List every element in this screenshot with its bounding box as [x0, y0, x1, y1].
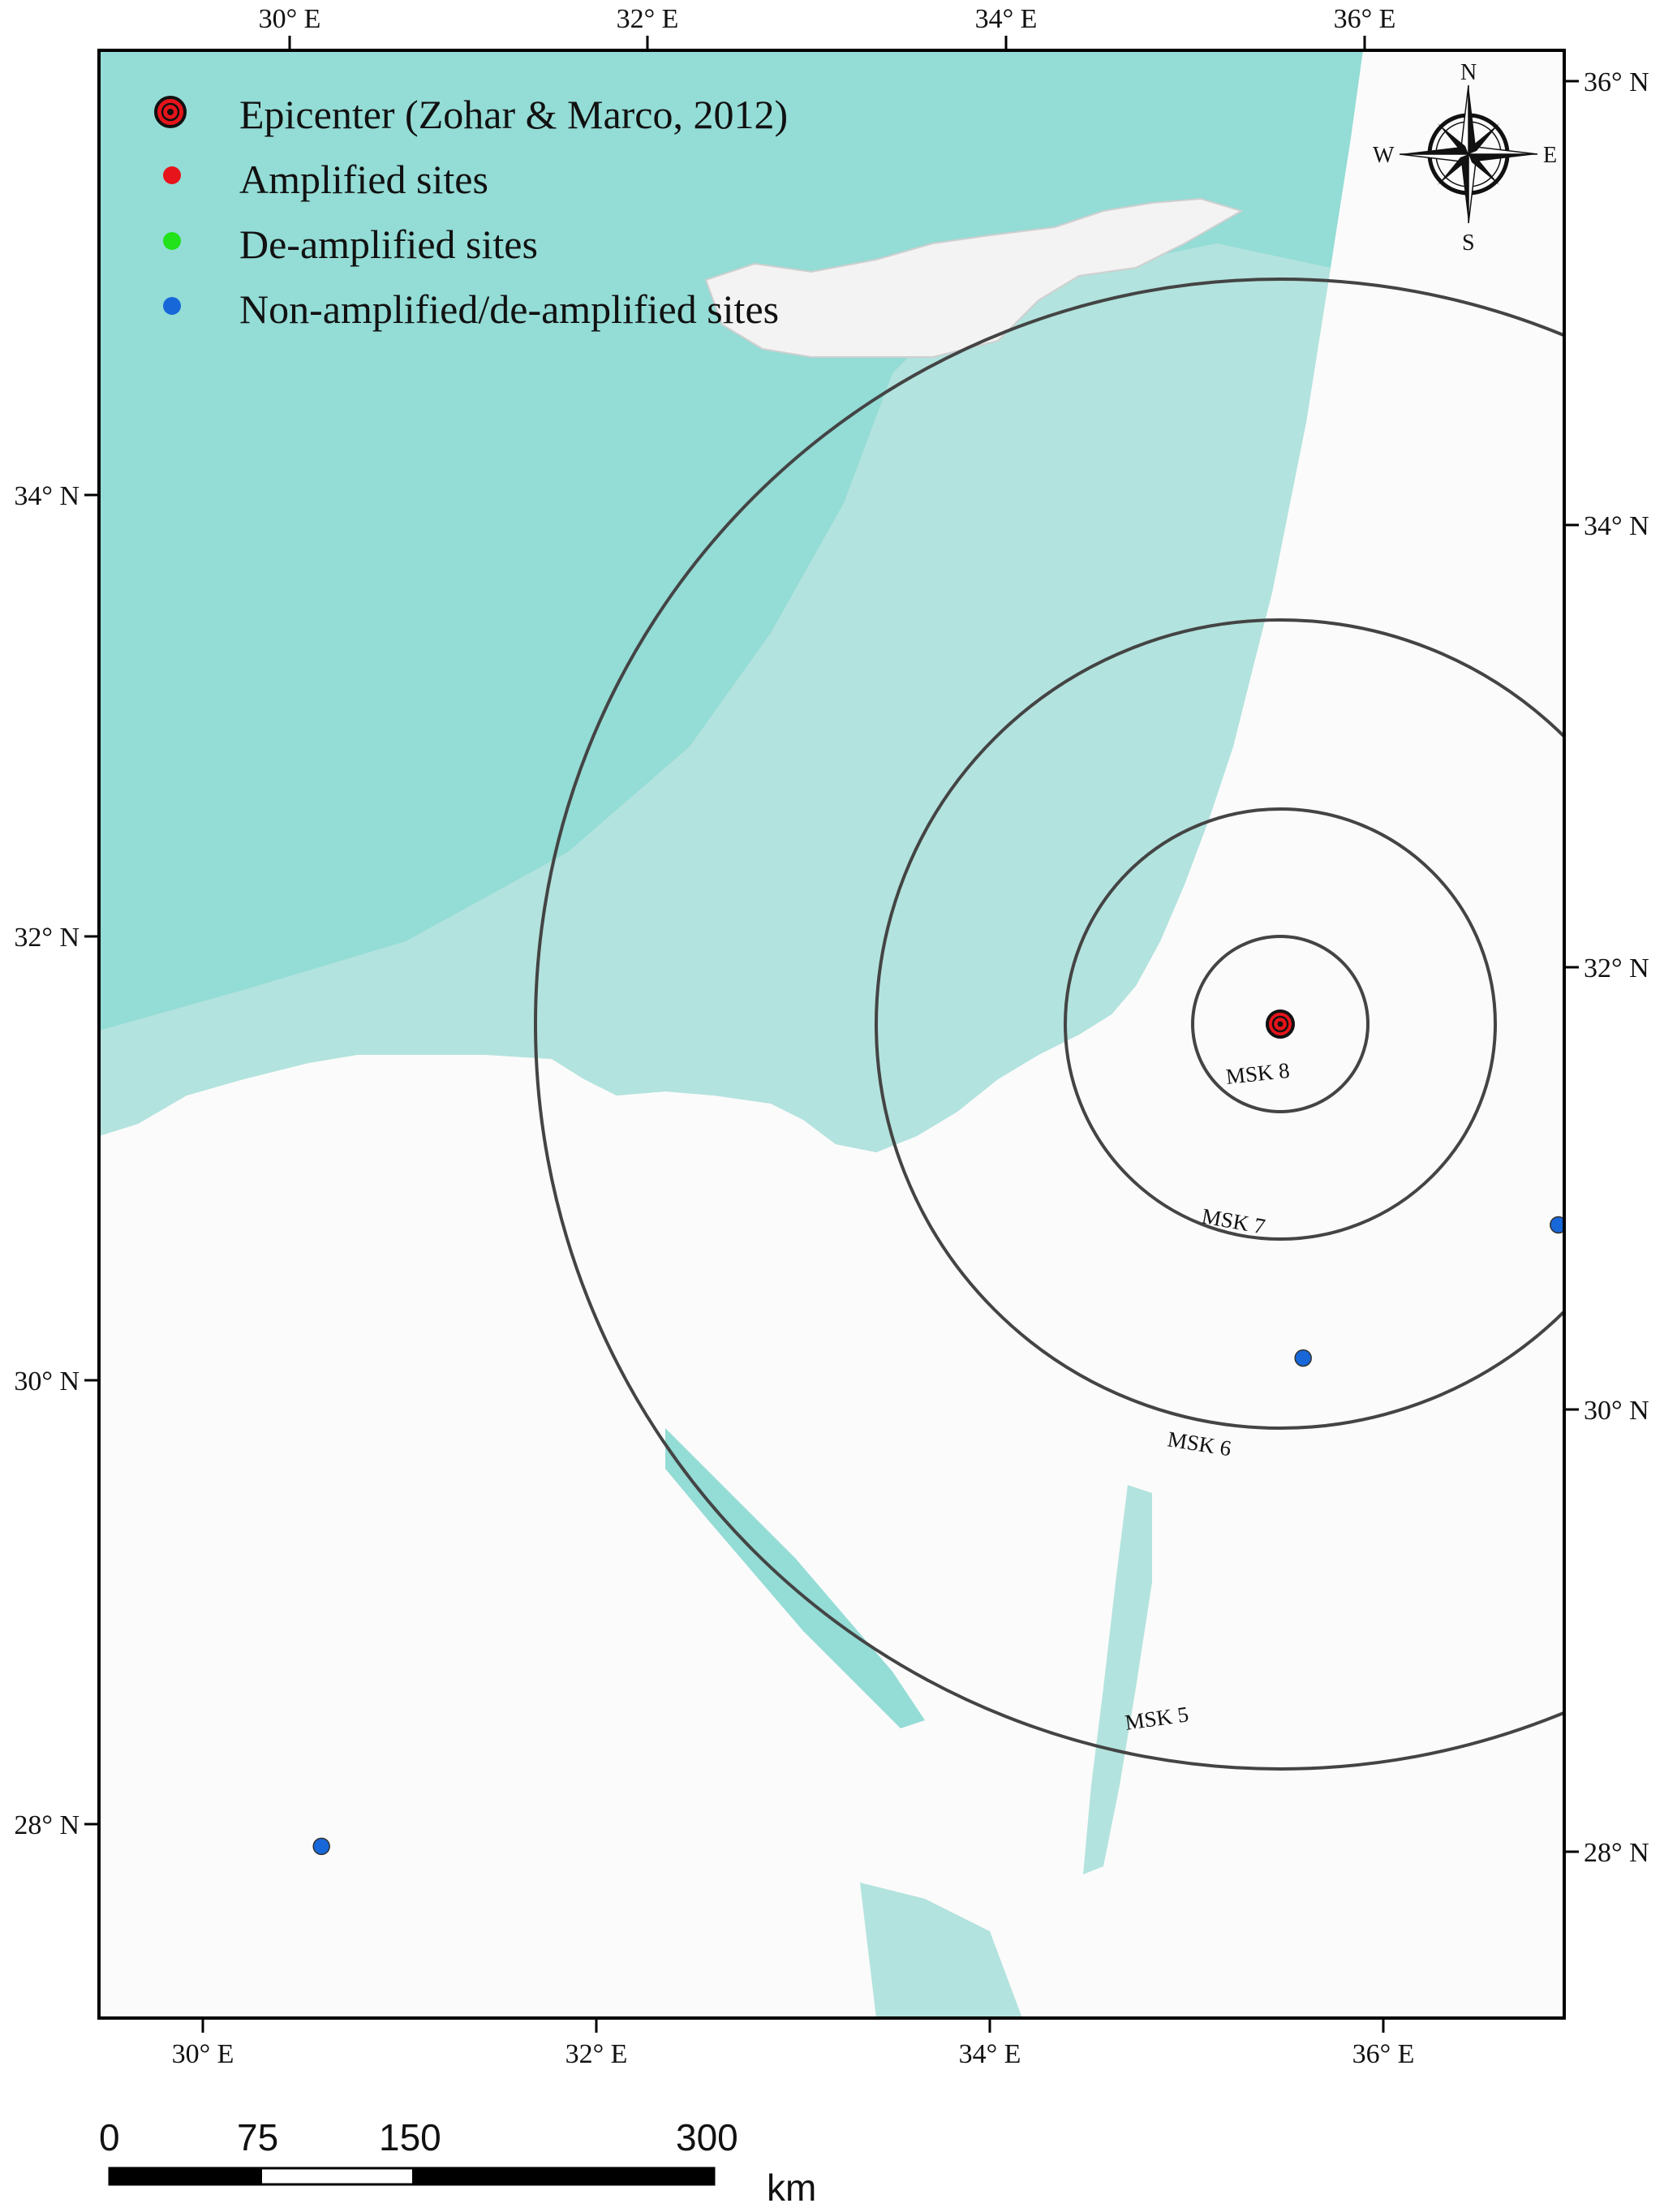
scale-label-150: 150	[379, 2116, 441, 2158]
left-lat-label-2: 30° N	[14, 1366, 80, 1396]
deamplified-site-18	[1609, 1128, 1625, 1144]
legend-amplified: Amplified sites	[239, 157, 488, 202]
right-lat-label-3: 30° N	[1584, 1396, 1649, 1426]
top-lon-label-1: 32° E	[617, 4, 679, 34]
bottom-lon-label-2: 34° E	[959, 2039, 1021, 2069]
epicenter-marker	[1266, 1009, 1295, 1039]
scale-bar: 0 75 150 300 km	[99, 2116, 816, 2209]
nonamplified-site-38	[1550, 1216, 1564, 1234]
compass-w: W	[1373, 143, 1395, 168]
left-lat-label-3: 28° N	[14, 1810, 80, 1840]
top-lon-label-3: 36° E	[1334, 4, 1396, 34]
scale-label-300: 300	[676, 2116, 738, 2158]
epicenter-symbol	[154, 96, 187, 128]
scale-unit: km	[767, 2167, 816, 2209]
compass-n: N	[1460, 60, 1477, 85]
nonamplified-site-43	[1294, 1349, 1312, 1367]
amplified-swatch	[163, 166, 181, 184]
isoseismal-circle-0	[1191, 935, 1370, 1113]
right-lat-label-4: 28° N	[1584, 1838, 1649, 1868]
deamplified-site-8	[1668, 950, 1677, 966]
isoseismal-circle-2	[875, 618, 1564, 1430]
sites-layer	[312, 950, 1677, 1856]
bottom-lon-label-1: 32° E	[565, 2039, 628, 2069]
right-lat-label-0: 36° N	[1584, 67, 1649, 97]
legend-nonamplified: Non-amplified/de-amplified sites	[239, 286, 779, 332]
right-lat-label-2: 32° N	[1584, 953, 1649, 983]
left-lat-label-1: 32° N	[14, 923, 80, 953]
nonamplified-swatch	[163, 297, 181, 315]
deamplified-site-21	[1668, 1306, 1677, 1322]
legend: Epicenter (Zohar & Marco, 2012) Amplifie…	[154, 92, 788, 332]
compass-rose-icon: N S E W	[1373, 60, 1557, 256]
compass-s: S	[1462, 230, 1475, 256]
map-frame	[97, 49, 1566, 2020]
bottom-lon-label-3: 36° E	[1352, 2039, 1415, 2069]
isoseismal-circle-1	[1064, 807, 1497, 1241]
deamplified-site-12	[1668, 1061, 1677, 1078]
sea	[99, 50, 1363, 2018]
legend-deamplified: De-amplified sites	[239, 222, 538, 267]
isoseismal-circles	[534, 278, 1564, 1771]
top-lon-label-0: 30° E	[259, 4, 321, 34]
nonamplified-site-45	[312, 1837, 330, 1856]
isoseismal-circle-3	[534, 278, 1564, 1771]
left-lat-label-0: 34° N	[14, 481, 80, 511]
compass-e: E	[1543, 143, 1557, 168]
scale-label-75: 75	[237, 2116, 278, 2158]
deamplified-swatch	[163, 232, 181, 250]
legend-epicenter: Epicenter (Zohar & Marco, 2012)	[239, 92, 788, 137]
bottom-lon-label-0: 30° E	[172, 2039, 234, 2069]
right-lat-label-1: 34° N	[1584, 511, 1649, 541]
graticule-ticks: 30° E 32° E 34° E 36° E 30° E 32° E 34° E 36° E…	[14, 4, 1649, 2069]
top-lon-label-2: 34° E	[975, 4, 1038, 34]
scale-label-0: 0	[99, 2116, 120, 2158]
